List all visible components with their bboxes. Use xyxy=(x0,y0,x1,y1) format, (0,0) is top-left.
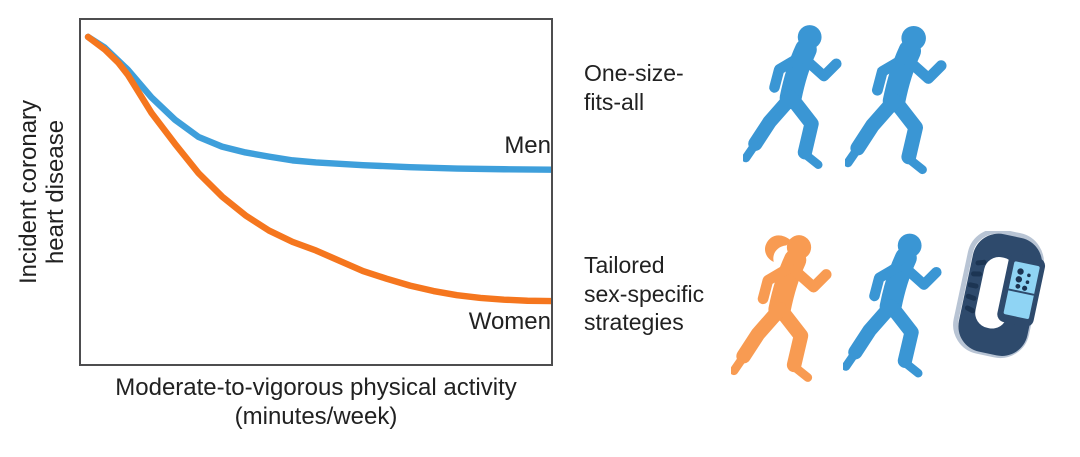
plot-area xyxy=(79,18,553,366)
curve-men xyxy=(84,33,551,173)
x-axis-label-line1: Moderate-to-vigorous physical activity xyxy=(115,374,517,401)
female-runner-icon xyxy=(731,227,833,392)
tailored-strategies-line3: strategies xyxy=(584,309,684,335)
tailored-strategies-line1: Tailored xyxy=(584,252,665,278)
y-axis-label-line2: heart disease xyxy=(42,119,69,265)
tailored-strategies-label: Tailored sex-specific strategies xyxy=(584,251,704,337)
tailored-strategies-line2: sex-specific xyxy=(584,280,705,307)
ponytail-shape xyxy=(764,235,792,262)
series-label-women: Women xyxy=(468,308,551,335)
y-axis-label: Incident coronary heart disease xyxy=(15,100,69,284)
x-axis-label-line2: (minutes/week) xyxy=(234,403,398,430)
y-axis-label-line1: Incident coronary xyxy=(15,99,42,285)
one-size-fits-all-label: One-size- fits-all xyxy=(584,59,684,116)
fitness-tracker-icon xyxy=(953,231,1050,362)
x-axis-label: Moderate-to-vigorous physical activity (… xyxy=(79,373,553,431)
chart-curves xyxy=(84,33,551,305)
one-size-fits-all-line2: fits-all xyxy=(584,88,645,115)
curve-women xyxy=(84,33,551,305)
male-runner-icon xyxy=(843,226,943,387)
series-label-men: Men xyxy=(504,132,551,159)
male-runner-icon xyxy=(845,19,948,183)
one-size-fits-all-line1: One-size- xyxy=(584,60,684,86)
male-runner-icon xyxy=(743,15,843,181)
